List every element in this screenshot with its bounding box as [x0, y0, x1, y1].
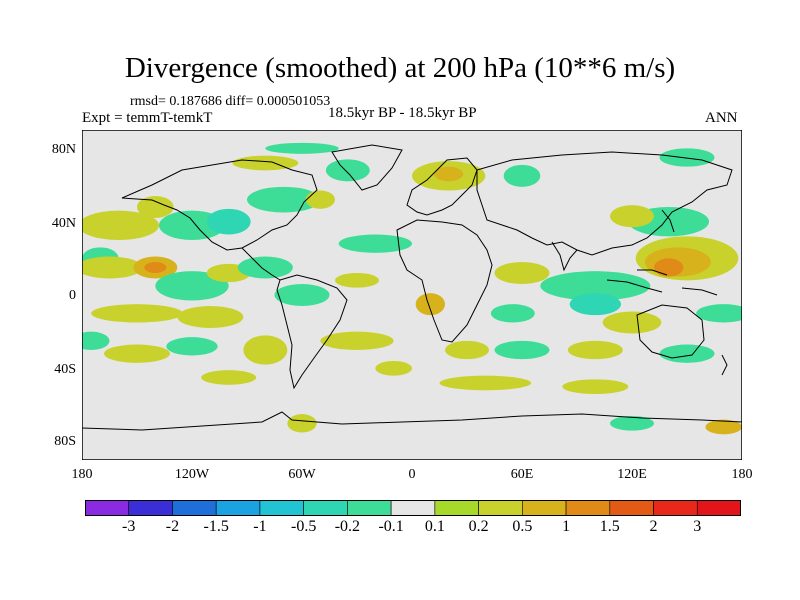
x-tick-label: 120E [617, 467, 647, 482]
period-label: 18.5kyr BP - 18.5kyr BP [328, 105, 477, 121]
colorbar-label: 0.5 [512, 518, 533, 535]
colorbar-label: -0.2 [334, 518, 361, 535]
field-contour [237, 256, 293, 279]
field-contour [82, 331, 110, 350]
colorbar-cell [347, 500, 392, 516]
colorbar [85, 500, 741, 516]
field-contour [243, 335, 288, 365]
field-contour [503, 164, 541, 187]
y-tick-label: 40S [54, 362, 76, 377]
x-tick-label: 0 [408, 467, 416, 482]
field-contour [91, 304, 183, 323]
field-contour [82, 210, 159, 240]
field-contour [494, 262, 550, 284]
y-tick-label: 80N [51, 142, 76, 157]
field-contour [137, 196, 174, 218]
colorbar-cell [259, 500, 304, 516]
field-contour [494, 340, 550, 360]
field-contour [569, 293, 621, 316]
y-tick-label: 40N [51, 216, 76, 231]
x-tick-label: 180 [731, 467, 753, 482]
y-tick-label: 80S [54, 434, 76, 449]
x-tick-label: 120W [174, 467, 210, 482]
colorbar-cell [434, 500, 479, 516]
colorbar-cell [609, 500, 654, 516]
field-contour [335, 273, 379, 288]
field-contour [602, 311, 662, 334]
field-contour [265, 142, 339, 154]
field-contour [439, 375, 532, 391]
field-contour [610, 416, 654, 431]
colorbar-cells [85, 500, 741, 516]
colorbar-label: -2 [165, 518, 180, 535]
colorbar-label: -1.5 [203, 518, 229, 535]
colorbar-cell [390, 500, 436, 516]
colorbar-label: -3 [122, 518, 136, 535]
colorbar-frame [85, 500, 741, 516]
colorbar-label: -0.1 [378, 518, 404, 535]
season-label: ANN [705, 110, 738, 126]
field-contour [434, 166, 464, 182]
field-contour [540, 271, 651, 301]
field-contour [177, 306, 244, 328]
field-contour [155, 271, 229, 301]
field-contour [659, 148, 715, 167]
colorbar-cell [522, 500, 567, 516]
field-contour [287, 414, 317, 433]
field-contour [338, 234, 413, 253]
x-tick-label: 60E [510, 467, 534, 482]
colorbar-label: 0.1 [424, 518, 445, 535]
x-tick-label: 60W [288, 467, 316, 482]
rmsd-label: rmsd= 0.187686 diff= 0.000501053 [130, 94, 331, 109]
colorbar-cell [85, 500, 130, 516]
field-contour [567, 340, 623, 360]
field-contour [610, 205, 654, 228]
plot-title: Divergence (smoothed) at 200 hPa (10**6 … [124, 52, 676, 84]
colorbar-cell [303, 500, 348, 516]
field-contour [144, 262, 167, 273]
colorbar-label: -1 [253, 518, 267, 535]
x-tick-label: 180 [71, 467, 93, 482]
colorbar-cell [696, 500, 741, 516]
colorbar-cell [172, 500, 217, 516]
colorbar-cell [653, 500, 698, 516]
field-contour [104, 344, 170, 363]
field-contour [654, 258, 684, 277]
colorbar-label: -0.5 [290, 518, 317, 535]
colorbar-cell [128, 500, 173, 516]
field-contour [415, 293, 446, 316]
field-layer [82, 142, 742, 435]
field-contour [659, 344, 715, 363]
field-contour [305, 190, 335, 209]
field-contour [166, 337, 218, 356]
colorbar-cell [478, 500, 523, 516]
field-contour [232, 155, 299, 171]
field-contour [490, 304, 535, 323]
field-contour [705, 419, 742, 435]
field-contour [445, 340, 489, 360]
field-contour [320, 331, 394, 350]
field-contour [562, 379, 629, 394]
coastlines [82, 144, 742, 431]
divergence-map [82, 130, 742, 460]
field-contour [201, 370, 257, 385]
colorbar-cell [565, 500, 611, 516]
colorbar-label: 0.2 [468, 518, 489, 535]
field-contour [325, 159, 370, 182]
experiment-label: Expt = temmT-temkT [82, 110, 213, 126]
colorbar-cell [215, 500, 261, 516]
y-tick-label: 0 [69, 288, 76, 303]
field-contour [206, 208, 251, 235]
colorbar-label: 3 [693, 518, 702, 535]
field-contour [274, 284, 330, 306]
field-contour [82, 256, 143, 279]
colorbar-label: 2 [649, 518, 658, 535]
colorbar-label: 1.5 [599, 518, 620, 535]
field-contour [375, 361, 412, 376]
field-contour [696, 304, 742, 323]
colorbar-label: 1 [562, 518, 571, 535]
